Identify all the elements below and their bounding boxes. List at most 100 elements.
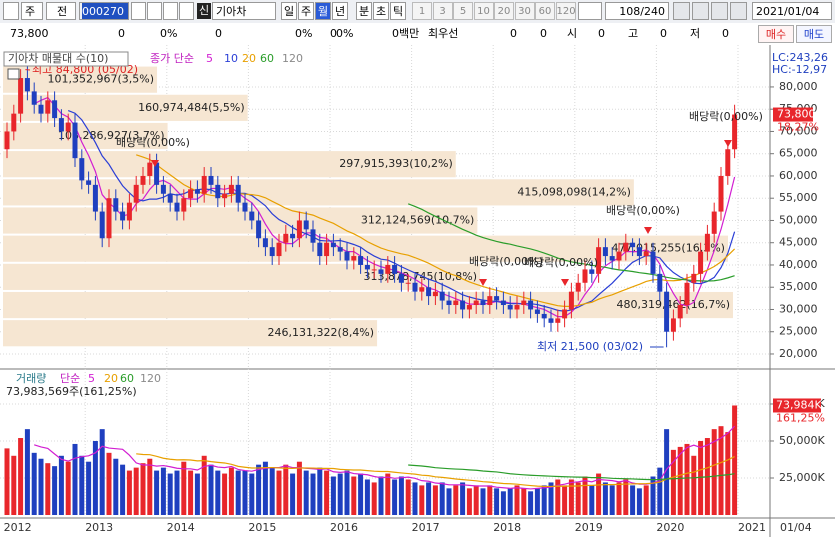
name-input[interactable]: 기아차	[212, 2, 276, 20]
volume-bar	[494, 488, 500, 515]
candle-body	[609, 256, 615, 261]
sell-button[interactable]: 매도	[796, 25, 832, 43]
volume-bar	[412, 482, 418, 515]
candle-body	[562, 309, 568, 319]
candle-body	[691, 273, 697, 283]
candle-body	[290, 233, 296, 239]
candle-body	[194, 189, 200, 194]
interval-button[interactable]: 3	[432, 2, 453, 20]
volume-bar	[45, 463, 51, 515]
candle-body	[222, 193, 228, 199]
interval-button[interactable]: 5	[453, 2, 473, 20]
candle-body	[684, 282, 690, 306]
candle-body	[140, 175, 146, 185]
x-tick-label: 2012	[4, 521, 32, 534]
candle-body	[460, 300, 466, 310]
volume-bar	[650, 476, 656, 515]
add-button[interactable]	[673, 2, 690, 20]
volume-bar	[460, 482, 466, 515]
edit-button[interactable]	[692, 2, 709, 20]
settings-button[interactable]	[730, 2, 747, 20]
volume-bar	[303, 470, 309, 515]
period-button[interactable]: 주	[298, 2, 314, 20]
period-button[interactable]: 일	[281, 2, 297, 20]
prev-select[interactable]: 전	[46, 2, 76, 20]
volume-bar	[562, 485, 568, 515]
sound-button[interactable]	[163, 2, 178, 20]
volume-bar	[398, 476, 404, 515]
count-input[interactable]: 108/240	[605, 2, 669, 20]
interval-button[interactable]: 120	[555, 2, 576, 20]
volume-bar	[181, 461, 187, 515]
volume-bar	[371, 482, 377, 515]
date-input[interactable]: 2021/01/04	[752, 2, 832, 20]
candle-body	[480, 300, 486, 306]
interval-button[interactable]: 30	[514, 2, 535, 20]
volume-bar	[602, 482, 608, 515]
candle-body	[575, 282, 581, 292]
period-button[interactable]: 분	[356, 2, 372, 20]
interval-button[interactable]: 1	[412, 2, 432, 20]
volume-bar	[249, 473, 255, 515]
save-button[interactable]	[711, 2, 728, 20]
interval-button[interactable]: 20	[494, 2, 514, 20]
volume-bar	[344, 470, 350, 515]
search-button[interactable]	[131, 2, 146, 20]
volume-ma-legend: 60	[120, 372, 134, 385]
period-button[interactable]: 년	[332, 2, 348, 20]
volume-bar	[72, 443, 78, 515]
new-badge: 신	[197, 3, 211, 19]
quote-field: 0	[540, 27, 547, 40]
period-button[interactable]: 월	[315, 2, 331, 20]
spin-input[interactable]	[578, 2, 602, 20]
quote-field: 0	[598, 27, 605, 40]
volume-bar	[167, 473, 173, 515]
volume-bar	[256, 464, 262, 515]
interval-button[interactable]: 60	[535, 2, 555, 20]
candle-body	[167, 193, 173, 203]
volume-bar	[296, 461, 302, 515]
candle-body	[126, 202, 132, 221]
menu-icon[interactable]	[3, 2, 19, 20]
volume-bar	[405, 479, 411, 515]
candle-body	[548, 318, 554, 323]
volume-bar	[106, 452, 112, 515]
y-tick-label: 50,000	[779, 213, 818, 226]
ratio-button[interactable]	[147, 2, 162, 20]
volume-bar	[154, 470, 160, 515]
volume-bar	[24, 429, 30, 515]
candle-body	[412, 282, 418, 292]
volume-bar	[52, 466, 58, 515]
profile-bar	[3, 151, 456, 178]
buy-button[interactable]: 매수	[758, 25, 794, 43]
candle-body	[228, 184, 234, 194]
volume-bar	[684, 443, 690, 515]
quote-field: 73,800	[10, 27, 49, 40]
candle-body	[602, 247, 608, 257]
code-input[interactable]: 000270	[79, 2, 129, 20]
candle-body	[371, 269, 377, 271]
quote-field: 0	[330, 27, 337, 40]
volume-bar	[575, 482, 581, 515]
volume-bar	[201, 455, 207, 515]
volume-bar	[38, 458, 44, 515]
prev-item-button[interactable]	[179, 2, 194, 20]
volume-bar	[283, 464, 289, 515]
profile-bar	[3, 291, 733, 319]
volume-bar	[698, 440, 704, 515]
quote-field: 0	[118, 27, 125, 40]
quote-field: 0%	[295, 27, 313, 40]
period-button[interactable]: 틱	[390, 2, 406, 20]
volume-bar	[126, 470, 132, 515]
candle-body	[473, 300, 479, 306]
period-button[interactable]: 초	[373, 2, 389, 20]
panel-title-box	[3, 51, 129, 67]
dividend-arrow	[479, 279, 487, 286]
market-select[interactable]: 주	[21, 2, 43, 20]
interval-button[interactable]: 10	[473, 2, 494, 20]
ma-legend: 20	[242, 52, 256, 65]
quote-field: 0백만	[392, 27, 420, 40]
volume-bar	[426, 482, 432, 515]
last-pct-label: 18,27%	[777, 121, 819, 134]
candle-body	[507, 305, 513, 310]
